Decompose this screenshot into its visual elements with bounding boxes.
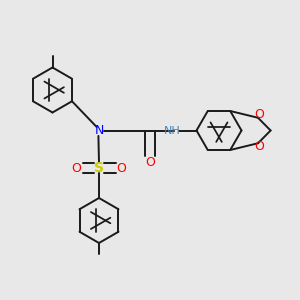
Text: O: O (117, 161, 126, 175)
Text: O: O (145, 156, 155, 169)
Text: O: O (72, 161, 81, 175)
Text: N: N (94, 124, 104, 137)
Text: NH: NH (164, 125, 181, 136)
Text: O: O (255, 108, 264, 121)
Text: S: S (94, 161, 104, 175)
Text: O: O (255, 140, 264, 153)
